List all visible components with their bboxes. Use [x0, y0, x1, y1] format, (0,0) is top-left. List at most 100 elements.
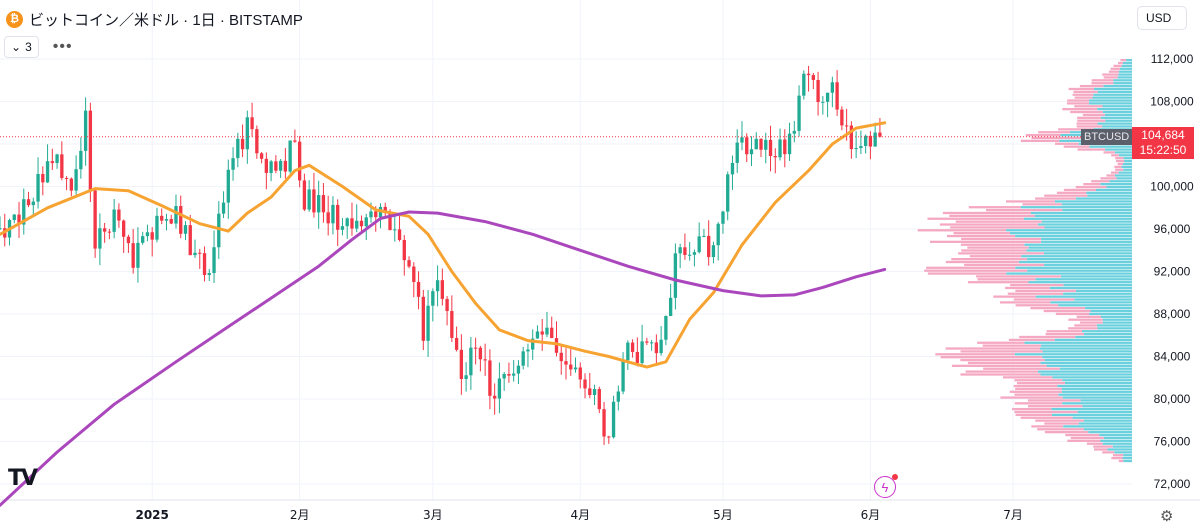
volume-bar-up [1126, 59, 1132, 62]
volume-bar-down [983, 367, 1060, 370]
volume-bar-up [1123, 459, 1132, 463]
candle-body [121, 220, 126, 237]
volume-bar-down [946, 234, 1016, 238]
candle-body [607, 436, 611, 438]
candle-body [145, 232, 150, 237]
lightning-icon[interactable]: ϟ [874, 474, 898, 498]
time-tick-label: 7月 [1003, 508, 1023, 522]
volume-bar-up [1023, 217, 1132, 220]
volume-bar-down [1112, 454, 1124, 457]
indicators-toggle-button[interactable]: ⌄ 3 [4, 36, 39, 58]
candle-body [550, 327, 554, 339]
volume-bar-down [940, 356, 1043, 359]
volume-bar-down [1058, 128, 1094, 131]
volume-bar-up [1119, 67, 1132, 70]
volume-bar-down [1014, 402, 1063, 405]
candle-body [350, 218, 354, 229]
candle-body [188, 225, 192, 256]
symbol-tag: BTCUSD [1081, 129, 1133, 145]
volume-bar-up [1123, 454, 1132, 457]
volume-bar-down [945, 260, 1019, 264]
candle-body [592, 389, 597, 395]
volume-bar-down [1044, 194, 1088, 197]
candle-body [835, 82, 839, 110]
volume-bar-up [1064, 382, 1132, 385]
candle-body [355, 220, 359, 229]
candle-body [202, 253, 207, 276]
volume-bar-up [1059, 367, 1132, 370]
candle-body [540, 331, 544, 335]
candle-body [816, 79, 820, 103]
candle-body [141, 236, 145, 243]
candle-body [374, 211, 378, 218]
volume-bar-down [1074, 96, 1093, 99]
volume-bar-up [1049, 286, 1132, 290]
volume-bar-down [1077, 119, 1106, 122]
volume-bar-up [1075, 289, 1132, 292]
candle-body [402, 239, 406, 261]
tradingview-logo[interactable]: TV [8, 466, 38, 491]
candle-body [759, 138, 763, 150]
volume-bar-up [1106, 185, 1132, 189]
volume-bar-up [1114, 174, 1132, 177]
time-tick-label: 3月 [423, 508, 443, 522]
volume-bar-up [1121, 64, 1132, 68]
candle-body [483, 359, 487, 361]
symbol-title[interactable]: ビットコイン／米ドル · 1日 · BITSTAMP [29, 11, 303, 29]
candle-body [464, 375, 468, 379]
volume-bar-down [1037, 428, 1084, 431]
candle-body [69, 178, 74, 191]
volume-bar-down [958, 252, 1044, 255]
volume-bar-up [1014, 353, 1132, 356]
volume-bar-down [1120, 59, 1127, 62]
volume-bar-up [1039, 347, 1132, 350]
candle-body [735, 142, 739, 163]
volume-bar-up [1028, 246, 1132, 249]
candle-body [102, 228, 107, 232]
volume-bar-up [1042, 356, 1132, 359]
volume-bar-down [935, 353, 1015, 356]
candle-body [545, 327, 549, 335]
candle-body [160, 215, 164, 221]
candle-body [288, 140, 292, 172]
volume-bar-down [951, 257, 1028, 261]
more-icon[interactable]: ••• [52, 38, 73, 55]
price-tick-label: 84,000 [1154, 350, 1191, 364]
candle-body [711, 245, 716, 258]
candle-body [588, 388, 592, 395]
candle-body [369, 211, 373, 218]
gear-icon[interactable]: ⚙ [1160, 508, 1174, 525]
volume-bar-down [1015, 387, 1062, 391]
volume-bar-up [1074, 298, 1132, 301]
candle-body [830, 82, 835, 93]
candle-body [611, 401, 616, 438]
volume-bar-down [1070, 436, 1104, 440]
volume-bar-up [1089, 145, 1132, 148]
candle-body [240, 138, 245, 150]
volume-bar-down [967, 246, 1029, 249]
candle-body [245, 117, 249, 150]
volume-bar-up [1075, 197, 1132, 200]
volume-bar-up [1117, 76, 1132, 79]
candle-body [259, 153, 264, 159]
volume-bar-down [1073, 90, 1098, 94]
moving-average-line [0, 121, 887, 369]
candle-body [573, 367, 578, 370]
currency-button[interactable]: USD [1137, 6, 1187, 30]
time-tick-label: 5月 [713, 508, 733, 522]
volume-bar-down [955, 220, 1042, 223]
volume-bar-up [1093, 87, 1132, 91]
candle-body [331, 204, 335, 224]
volume-bar-down [951, 364, 1047, 367]
candle-body [569, 364, 573, 370]
volume-bar-up [1078, 422, 1132, 425]
volume-bar-down [1077, 116, 1101, 119]
volume-bar-up [1123, 168, 1132, 171]
candle-body [526, 349, 530, 352]
candle-body [806, 73, 811, 76]
candle-body [412, 266, 416, 282]
volume-bar-up [1052, 376, 1132, 379]
candle-body [317, 195, 321, 213]
volume-bar-down [961, 249, 1027, 252]
